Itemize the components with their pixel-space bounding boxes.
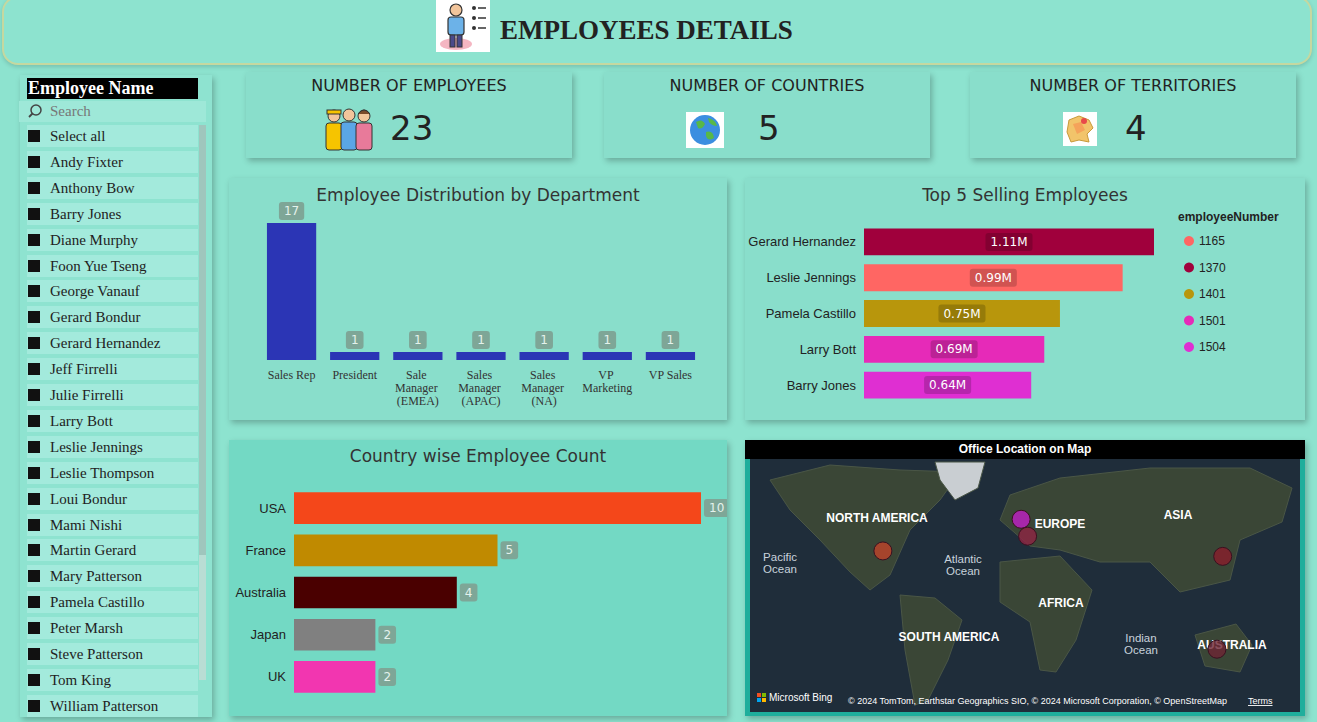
svg-text:Pamela Castillo: Pamela Castillo — [766, 306, 856, 321]
svg-text:1370: 1370 — [1199, 261, 1226, 275]
svg-text:0.64M: 0.64M — [929, 378, 966, 392]
html-text:NUMBER OF EMPLOYEES: NUMBER OF EMPLOYEES — [311, 76, 507, 95]
svg-text:NORTH AMERICA: NORTH AMERICA — [826, 511, 928, 525]
svg-text:1: 1 — [667, 333, 675, 347]
svg-text:0.69M: 0.69M — [936, 342, 973, 356]
html-text:Diane Murphy: Diane Murphy — [50, 231, 138, 248]
svg-text:© 2024 TomTom, Earthstar Geogr: © 2024 TomTom, Earthstar Geographics SIO… — [848, 696, 1227, 706]
svg-text:Australia: Australia — [235, 585, 286, 600]
html-text:Leslie Thompson: Leslie Thompson — [50, 464, 155, 481]
svg-text:Marketing: Marketing — [582, 381, 632, 395]
svg-text:IndianOcean: IndianOcean — [1124, 632, 1158, 656]
svg-text:1: 1 — [477, 333, 485, 347]
html-text:Andy Fixter: Andy Fixter — [50, 153, 123, 170]
html-text:Barry Jones: Barry Jones — [50, 205, 122, 222]
html-text:Gerard Hernandez: Gerard Hernandez — [50, 335, 161, 352]
svg-text:1: 1 — [351, 333, 359, 347]
svg-text:Manager: Manager — [521, 381, 567, 395]
svg-text:employeeNumber: employeeNumber — [1178, 210, 1279, 224]
svg-text:Sales Rep: Sales Rep — [268, 368, 316, 382]
svg-text:Sales: Sales — [467, 368, 495, 382]
svg-text:2: 2 — [383, 670, 391, 684]
svg-text:France: France — [246, 543, 286, 558]
svg-text:AUSTRALIA: AUSTRALIA — [1197, 638, 1267, 652]
html-text:23: 23 — [390, 108, 434, 148]
html-text:Julie Firrelli: Julie Firrelli — [50, 387, 124, 403]
svg-text:EUROPE: EUROPE — [1035, 517, 1086, 531]
html-text:Loui Bondur: Loui Bondur — [50, 490, 128, 507]
svg-text:Gerard Hernandez: Gerard Hernandez — [748, 234, 856, 249]
html-text:Office Location on Map: Office Location on Map — [958, 442, 1092, 456]
svg-text:0.75M: 0.75M — [943, 307, 980, 321]
svg-text:1501: 1501 — [1199, 314, 1226, 328]
html-text:5: 5 — [758, 108, 780, 148]
svg-text:2: 2 — [383, 628, 391, 642]
svg-text:(EMEA): (EMEA) — [397, 394, 439, 408]
svg-text:VP: VP — [598, 368, 616, 382]
svg-text:Employee Distribution by Depar: Employee Distribution by Department — [316, 185, 640, 205]
svg-text:Manager: Manager — [395, 381, 441, 395]
html-text:Employee Name: Employee Name — [28, 78, 154, 98]
svg-text:Terms: Terms — [1248, 696, 1273, 706]
svg-text:(APAC): (APAC) — [462, 394, 501, 408]
svg-text:USA: USA — [259, 501, 286, 516]
html-text:Martin Gerard: Martin Gerard — [50, 542, 137, 559]
svg-text:5: 5 — [506, 543, 514, 557]
html-text:Mary Patterson: Mary Patterson — [50, 568, 143, 585]
svg-text:VP Sales: VP Sales — [649, 368, 693, 382]
html-text:Anthony Bow: Anthony Bow — [50, 179, 135, 196]
svg-text:Sales: Sales — [530, 368, 558, 382]
svg-text:Barry Jones: Barry Jones — [787, 378, 857, 393]
svg-text:PacificOcean: PacificOcean — [763, 551, 797, 575]
svg-text:(NA): (NA) — [531, 394, 556, 408]
html-text:Larry Bott: Larry Bott — [50, 412, 113, 429]
svg-text:1: 1 — [540, 333, 548, 347]
svg-text:AFRICA: AFRICA — [1038, 596, 1084, 610]
html-text:Gerard Bondur: Gerard Bondur — [50, 309, 141, 326]
svg-text:ASIA: ASIA — [1164, 508, 1193, 522]
html-text:Jeff Firrelli: Jeff Firrelli — [50, 361, 118, 378]
svg-text:1165: 1165 — [1199, 234, 1225, 248]
svg-text:Japan: Japan — [251, 627, 286, 642]
svg-text:17: 17 — [284, 204, 299, 218]
html-text:4: 4 — [1125, 108, 1147, 148]
html-text:Foon Yue Tseng: Foon Yue Tseng — [50, 257, 147, 274]
html-text:Steve Patterson: Steve Patterson — [50, 646, 143, 662]
html-text:Tom King: Tom King — [50, 671, 111, 688]
svg-text:Microsoft Bing: Microsoft Bing — [769, 692, 832, 703]
svg-text:1: 1 — [603, 333, 611, 347]
svg-text:Sale: Sale — [406, 368, 430, 382]
svg-text:1: 1 — [414, 333, 422, 347]
html-text:NUMBER OF COUNTRIES: NUMBER OF COUNTRIES — [669, 76, 865, 95]
svg-text:Leslie Jennings: Leslie Jennings — [766, 270, 856, 285]
html-text:Mami Nishi: Mami Nishi — [50, 516, 123, 533]
html-text:George Vanauf: George Vanauf — [50, 283, 140, 300]
svg-text:0.99M: 0.99M — [975, 271, 1012, 285]
svg-text:Larry Bott: Larry Bott — [800, 342, 857, 357]
html-text:Select all: Select all — [50, 128, 106, 144]
html-text:Search: Search — [50, 103, 91, 119]
svg-text:1504: 1504 — [1199, 340, 1226, 354]
html-text:William Patterson: William Patterson — [50, 697, 159, 714]
svg-text:SOUTH AMERICA: SOUTH AMERICA — [899, 630, 1000, 644]
svg-text:1401: 1401 — [1199, 287, 1226, 301]
html-text:Leslie Jennings: Leslie Jennings — [50, 438, 143, 455]
svg-text:UK: UK — [268, 669, 286, 684]
svg-text:1.11M: 1.11M — [990, 235, 1027, 249]
html-text:EMPLOYEES DETAILS: EMPLOYEES DETAILS — [500, 15, 793, 45]
svg-text:Top 5 Selling Employees: Top 5 Selling Employees — [921, 185, 1128, 205]
html-text:Peter Marsh: Peter Marsh — [50, 620, 123, 637]
svg-text:President: President — [332, 368, 377, 382]
svg-text:Manager: Manager — [458, 381, 504, 395]
svg-text:Country wise Employee Count: Country wise Employee Count — [350, 446, 607, 466]
html-text:Pamela Castillo: Pamela Castillo — [50, 594, 145, 611]
html-text:NUMBER OF TERRITORIES: NUMBER OF TERRITORIES — [1029, 76, 1237, 95]
svg-text:4: 4 — [465, 586, 473, 600]
svg-text:AtlanticOcean: AtlanticOcean — [944, 553, 982, 577]
svg-text:10: 10 — [709, 501, 724, 515]
